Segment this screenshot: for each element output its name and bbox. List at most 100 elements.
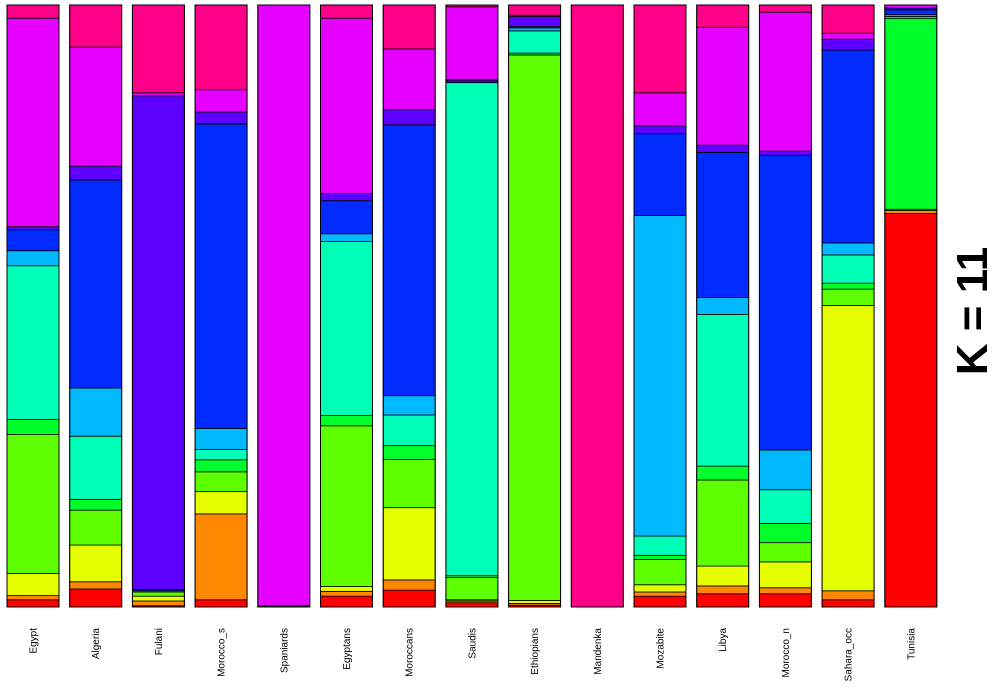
bar-segment-cluster-5 bbox=[696, 465, 750, 481]
bar-segment-cluster-7 bbox=[821, 242, 875, 256]
bar-segment-cluster-6 bbox=[69, 435, 123, 500]
bar-segment-cluster-11 bbox=[759, 4, 812, 13]
bar-outline bbox=[508, 4, 562, 608]
bar-outline bbox=[320, 4, 373, 608]
bar-segment-cluster-1 bbox=[69, 588, 123, 608]
bar-segment-cluster-1 bbox=[320, 595, 373, 608]
bar-segment-cluster-1 bbox=[382, 589, 436, 608]
bar-segment-cluster-4 bbox=[131, 591, 185, 597]
bar-segment-cluster-4 bbox=[508, 54, 562, 601]
bar-segment-cluster-4 bbox=[445, 577, 499, 601]
bar-segment-cluster-5 bbox=[633, 554, 687, 560]
bar-segment-cluster-11 bbox=[382, 4, 436, 50]
bar-segment-cluster-7 bbox=[696, 297, 750, 315]
bar-segment-cluster-1 bbox=[194, 599, 248, 608]
bar-segment-cluster-10 bbox=[759, 11, 812, 152]
bar-outline bbox=[696, 4, 750, 608]
bar-segment-cluster-5 bbox=[194, 459, 248, 473]
bar-segment-cluster-1 bbox=[821, 599, 875, 608]
bar-segment-cluster-8 bbox=[633, 133, 687, 216]
category-label: Algeria bbox=[91, 628, 102, 660]
bar-segment-cluster-8 bbox=[320, 200, 373, 235]
bar-segment-cluster-1 bbox=[759, 593, 812, 608]
category-label: Spaniards bbox=[279, 628, 290, 673]
bar-segment-cluster-5 bbox=[382, 445, 436, 460]
bar-segment-cluster-11 bbox=[696, 4, 750, 28]
bar-segment-cluster-8 bbox=[6, 229, 60, 252]
bar-segment-cluster-7 bbox=[6, 250, 60, 267]
bar-segment-cluster-2 bbox=[884, 210, 938, 214]
bar-segment-cluster-4 bbox=[696, 479, 750, 567]
bar-segment-cluster-10 bbox=[445, 6, 499, 81]
bar-segment-cluster-6 bbox=[382, 414, 436, 447]
bar-segment-cluster-11 bbox=[6, 4, 60, 19]
category-label: Mandenka bbox=[593, 628, 604, 675]
bar-segment-cluster-10 bbox=[696, 26, 750, 146]
bar-segment-cluster-8 bbox=[759, 154, 812, 451]
bar-segment-cluster-11 bbox=[131, 4, 185, 94]
bar-segment-cluster-7 bbox=[194, 428, 248, 450]
bar-ethiopians bbox=[508, 4, 562, 608]
bar-morocco_s bbox=[194, 4, 248, 608]
bar-segment-cluster-9 bbox=[382, 109, 436, 126]
bar-segment-cluster-1 bbox=[884, 213, 938, 608]
bar-segment-cluster-7 bbox=[382, 395, 436, 416]
bar-segment-cluster-2 bbox=[131, 600, 185, 607]
bar-segment-cluster-10 bbox=[6, 17, 60, 228]
bar-segment-cluster-5 bbox=[821, 282, 875, 290]
bar-segment-cluster-8 bbox=[884, 9, 938, 16]
bar-segment-cluster-9 bbox=[759, 150, 812, 156]
bar-sahara_occ bbox=[821, 4, 875, 608]
bar-segment-cluster-6 bbox=[633, 535, 687, 556]
bar-morocco_n bbox=[758, 4, 812, 608]
category-label: Libya bbox=[718, 628, 729, 652]
bar-segment-cluster-9 bbox=[633, 125, 687, 135]
bar-segment-cluster-6 bbox=[6, 265, 60, 420]
bar-outline bbox=[131, 4, 185, 608]
bar-segment-cluster-10 bbox=[131, 92, 185, 97]
bar-segment-cluster-6 bbox=[759, 489, 812, 524]
bar-segment-cluster-7 bbox=[320, 233, 373, 242]
bar-mandenka bbox=[570, 4, 624, 608]
bar-segment-cluster-11 bbox=[194, 4, 248, 91]
bar-segment-cluster-7 bbox=[759, 449, 812, 491]
bar-segment-cluster-3 bbox=[69, 544, 123, 583]
bar-segment-cluster-9 bbox=[696, 144, 750, 153]
bar-outline bbox=[821, 4, 875, 608]
bar-segment-cluster-8 bbox=[821, 49, 875, 244]
bar-segment-cluster-10 bbox=[633, 92, 687, 127]
category-label: Mozabite bbox=[656, 628, 667, 669]
bar-segment-cluster-9 bbox=[6, 226, 60, 231]
bar-libya bbox=[696, 4, 750, 608]
bar-segment-cluster-3 bbox=[6, 572, 60, 596]
bar-outline bbox=[445, 4, 499, 608]
bar-segment-cluster-10 bbox=[320, 17, 373, 194]
bar-segment-cluster-5 bbox=[759, 523, 812, 544]
category-label: Fulani bbox=[154, 628, 165, 655]
bar-segment-cluster-3 bbox=[821, 304, 875, 592]
bar-segment-cluster-4 bbox=[194, 471, 248, 493]
category-labels: Egypt Algeria Fulani Morocco_s Spaniards Egyp… bbox=[29, 628, 918, 682]
bar-outline bbox=[257, 4, 311, 608]
bar-segment-cluster-4 bbox=[69, 509, 123, 546]
bar-segment-cluster-10 bbox=[194, 89, 248, 113]
bar-egypt bbox=[6, 4, 60, 608]
bar-segment-cluster-3 bbox=[194, 491, 248, 515]
bar-outline bbox=[69, 4, 123, 608]
bar-segment-cluster-1 bbox=[445, 602, 499, 608]
bar-segment-cluster-11 bbox=[821, 4, 875, 34]
bar-segment-cluster-9 bbox=[508, 16, 562, 28]
bar-segment-cluster-3 bbox=[633, 584, 687, 593]
bar-segment-cluster-5 bbox=[884, 17, 938, 210]
bar-mozabite bbox=[633, 4, 687, 608]
bar-segment-cluster-2 bbox=[633, 591, 687, 597]
bar-fulani bbox=[131, 4, 185, 608]
bar-segment-cluster-8 bbox=[194, 123, 248, 429]
bar-segment-cluster-10 bbox=[821, 32, 875, 40]
bar-segment-cluster-11 bbox=[633, 4, 687, 94]
bar-segment-cluster-7 bbox=[69, 387, 123, 437]
category-label: Egypt bbox=[29, 628, 40, 654]
bar-segment-cluster-5 bbox=[69, 498, 123, 511]
bar-outline bbox=[758, 4, 812, 608]
bar-segment-cluster-9 bbox=[194, 111, 248, 125]
